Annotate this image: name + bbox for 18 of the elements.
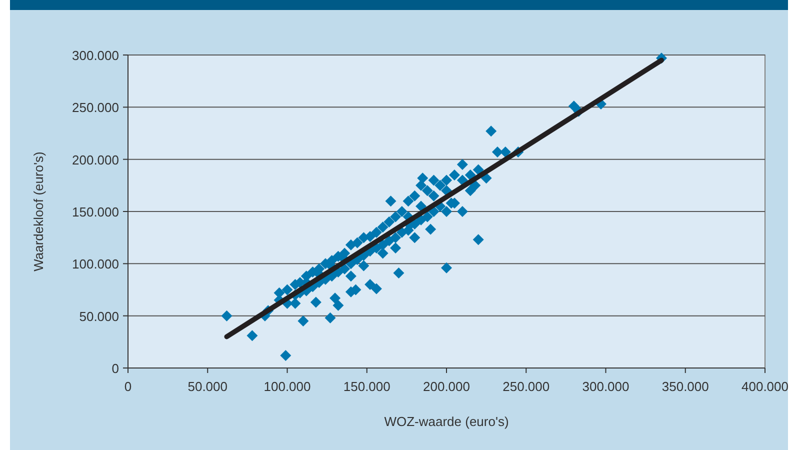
y-tick-label: 100.000 xyxy=(72,256,119,272)
y-tick-label: 200.000 xyxy=(72,152,119,168)
x-tick-label: 350.000 xyxy=(662,379,709,394)
x-tick-label: 150.000 xyxy=(343,379,390,394)
y-tick-label: 250.000 xyxy=(72,100,119,116)
y-tick-label: 0 xyxy=(112,361,119,376)
x-tick-label: 0 xyxy=(124,379,132,394)
y-tick-label: 300.000 xyxy=(72,48,119,63)
x-tick-label: 300.000 xyxy=(582,379,630,394)
x-tick-label: 400.000 xyxy=(742,379,788,394)
x-tick-label: 200.000 xyxy=(423,379,470,394)
y-tick-label: 50.000 xyxy=(79,308,119,324)
x-axis-title: WOZ-waarde (euro's) xyxy=(384,414,509,429)
y-axis-title: Waardekloof (euro's) xyxy=(31,152,46,272)
x-tick-label: 50.000 xyxy=(188,379,228,394)
y-tick-label: 150.000 xyxy=(72,204,119,220)
x-tick-label: 250.000 xyxy=(502,379,550,394)
x-tick-label: 100.000 xyxy=(264,379,311,394)
